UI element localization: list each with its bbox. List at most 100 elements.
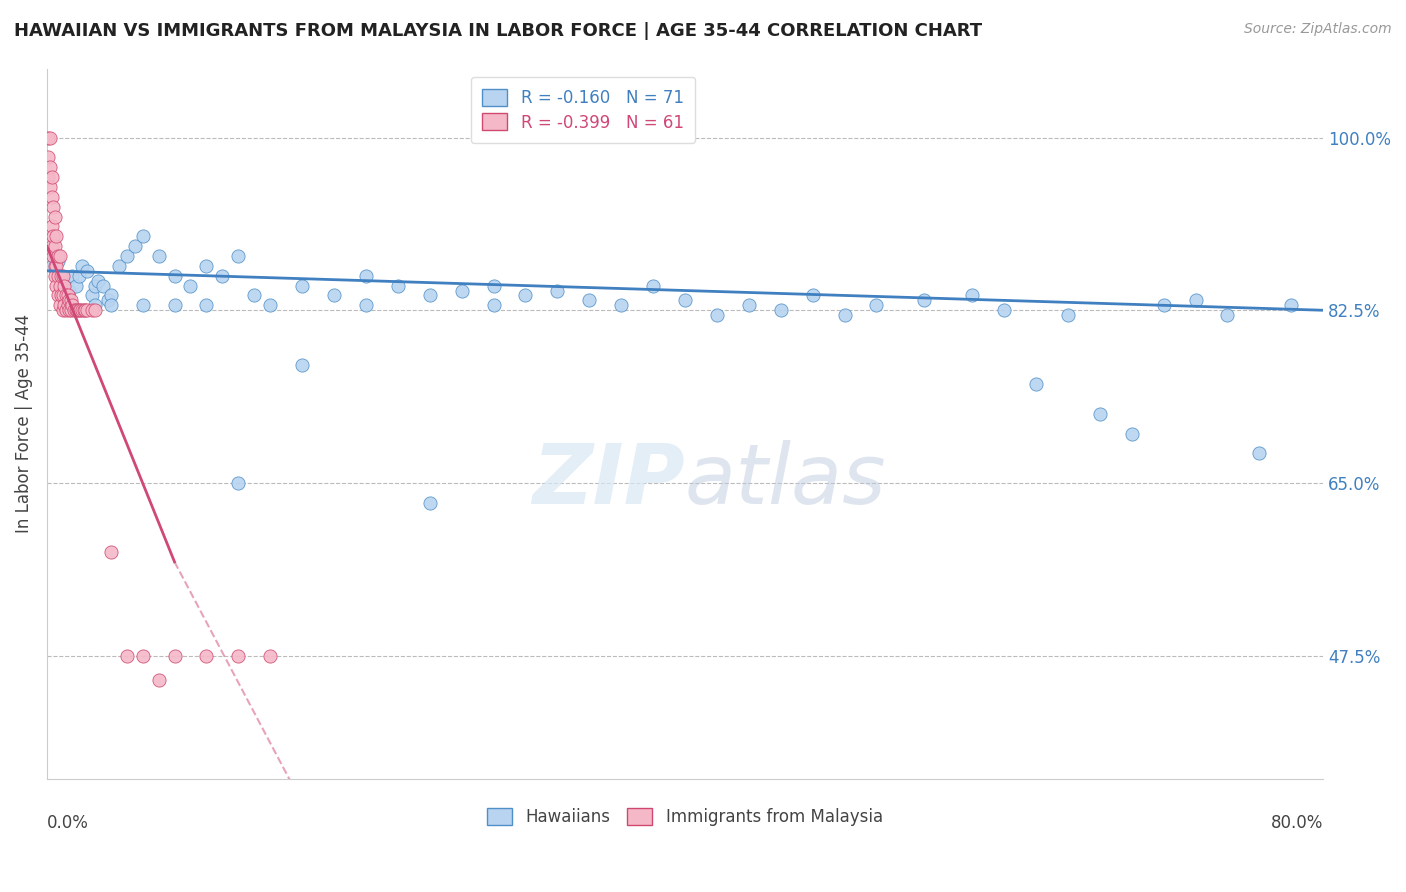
Point xyxy=(163,298,186,312)
Point xyxy=(673,293,696,308)
Point xyxy=(46,249,69,263)
Point xyxy=(46,288,69,302)
Point xyxy=(59,303,82,318)
Point xyxy=(706,308,728,322)
Point xyxy=(83,278,105,293)
Point xyxy=(195,298,218,312)
Point xyxy=(44,249,66,263)
Point xyxy=(96,293,118,308)
Point xyxy=(243,288,266,302)
Point xyxy=(1025,377,1047,392)
Text: 80.0%: 80.0% xyxy=(1271,814,1323,832)
Point xyxy=(56,298,79,312)
Point xyxy=(46,268,69,283)
Point xyxy=(148,673,170,688)
Point xyxy=(163,268,186,283)
Point xyxy=(67,303,90,318)
Point xyxy=(738,298,761,312)
Point xyxy=(1057,308,1080,322)
Point xyxy=(211,268,233,283)
Point xyxy=(41,239,63,253)
Point xyxy=(44,268,66,283)
Point xyxy=(1216,308,1239,322)
Text: HAWAIIAN VS IMMIGRANTS FROM MALAYSIA IN LABOR FORCE | AGE 35-44 CORRELATION CHAR: HAWAIIAN VS IMMIGRANTS FROM MALAYSIA IN … xyxy=(14,22,983,40)
Point xyxy=(131,229,153,244)
Point xyxy=(55,303,77,318)
Text: ZIP: ZIP xyxy=(533,440,685,521)
Point xyxy=(45,259,67,273)
Point xyxy=(39,130,62,145)
Point xyxy=(482,278,505,293)
Point xyxy=(48,249,70,263)
Point xyxy=(610,298,633,312)
Point xyxy=(228,475,250,490)
Point xyxy=(66,303,89,318)
Point xyxy=(53,298,76,312)
Point xyxy=(163,648,186,663)
Point xyxy=(769,303,792,318)
Point xyxy=(37,130,59,145)
Point xyxy=(419,288,441,302)
Point xyxy=(41,219,63,234)
Point xyxy=(44,259,66,273)
Point xyxy=(960,288,983,302)
Point xyxy=(259,298,281,312)
Point xyxy=(46,254,69,268)
Point xyxy=(291,278,314,293)
Point xyxy=(578,293,600,308)
Point xyxy=(51,288,73,302)
Point xyxy=(1279,298,1302,312)
Point xyxy=(354,298,377,312)
Point xyxy=(56,288,79,302)
Point xyxy=(1249,446,1271,460)
Point xyxy=(39,180,62,194)
Point xyxy=(259,648,281,663)
Point xyxy=(801,288,824,302)
Point xyxy=(45,229,67,244)
Point xyxy=(1121,426,1143,441)
Point xyxy=(91,278,114,293)
Point xyxy=(131,648,153,663)
Point xyxy=(41,169,63,184)
Point xyxy=(195,648,218,663)
Point xyxy=(37,169,59,184)
Point xyxy=(52,303,75,318)
Point xyxy=(228,648,250,663)
Point xyxy=(387,278,409,293)
Point xyxy=(51,268,73,283)
Point xyxy=(76,264,98,278)
Point xyxy=(65,303,87,318)
Point xyxy=(834,308,856,322)
Point xyxy=(72,303,94,318)
Point xyxy=(80,288,103,302)
Point xyxy=(291,358,314,372)
Point xyxy=(450,284,472,298)
Point xyxy=(67,268,90,283)
Point xyxy=(865,298,887,312)
Point xyxy=(52,288,75,302)
Legend: Hawaiians, Immigrants from Malaysia: Hawaiians, Immigrants from Malaysia xyxy=(479,800,891,835)
Point xyxy=(83,303,105,318)
Point xyxy=(59,293,82,308)
Point xyxy=(546,284,568,298)
Point xyxy=(39,160,62,174)
Point xyxy=(107,259,129,273)
Point xyxy=(115,249,138,263)
Point xyxy=(45,278,67,293)
Text: Source: ZipAtlas.com: Source: ZipAtlas.com xyxy=(1244,22,1392,37)
Point xyxy=(41,259,63,273)
Point xyxy=(80,303,103,318)
Point xyxy=(115,648,138,663)
Point xyxy=(515,288,537,302)
Point xyxy=(75,303,97,318)
Point xyxy=(37,150,59,164)
Point xyxy=(42,249,65,263)
Point xyxy=(87,274,110,288)
Point xyxy=(148,249,170,263)
Point xyxy=(62,268,84,283)
Point xyxy=(124,239,146,253)
Point xyxy=(58,303,80,318)
Point xyxy=(195,259,218,273)
Point xyxy=(419,496,441,510)
Point xyxy=(70,303,93,318)
